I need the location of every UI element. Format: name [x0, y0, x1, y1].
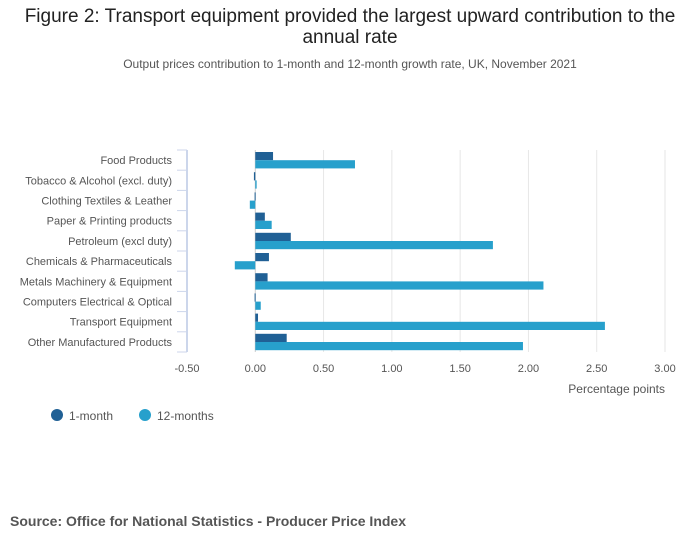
bar-12-months — [255, 160, 355, 169]
chart-title: Figure 2: Transport equipment provided t… — [24, 6, 676, 48]
category-label: Transport Equipment — [70, 317, 172, 329]
legend-marker — [139, 409, 151, 421]
bar-1-month — [255, 333, 287, 342]
category-label: Tobacco & Alcohol (excl. duty) — [25, 175, 172, 187]
bar-12-months — [255, 180, 257, 189]
x-tick-label: 0.50 — [313, 363, 334, 375]
category-label: Paper & Printing products — [47, 216, 173, 228]
category-label: Other Manufactured Products — [28, 337, 173, 349]
bar-1-month — [255, 212, 265, 221]
bar-12-months — [255, 241, 493, 250]
x-tick-label: 2.50 — [586, 363, 607, 375]
category-label: Metals Machinery & Equipment — [20, 276, 172, 288]
legend-label: 1-month — [69, 409, 113, 423]
chart-subtitle: Output prices contribution to 1-month an… — [123, 57, 577, 71]
x-tick-label: -0.50 — [174, 363, 199, 375]
category-label: Chemicals & Pharmaceuticals — [26, 256, 173, 268]
bar-12-months — [255, 321, 605, 330]
bar-12-months — [255, 342, 523, 351]
legend-marker — [51, 409, 63, 421]
bar-12-months — [255, 281, 544, 290]
bar-12-months — [255, 301, 261, 310]
category-label: Computers Electrical & Optical — [23, 297, 172, 309]
x-tick-label: 2.00 — [518, 363, 539, 375]
bar-1-month — [255, 232, 291, 241]
legend-label: 12-months — [157, 409, 214, 423]
bar-1-month — [253, 172, 256, 181]
bar-12-months — [255, 220, 272, 229]
category-label: Petroleum (excl duty) — [68, 236, 172, 248]
x-tick-label: 1.50 — [449, 363, 470, 375]
category-label: Clothing Textiles & Leather — [41, 196, 172, 208]
bar-chart: -0.50 0.00 0.50 1.00 1.50 2.00 2.50 3.00 Food Pr… — [20, 149, 676, 423]
bar-1-month — [255, 313, 259, 322]
category-label: Food Products — [100, 155, 172, 167]
source-note: Source: Office for National Statistics -… — [10, 513, 406, 529]
x-tick-label: 3.00 — [654, 363, 675, 375]
bar-12-months — [234, 261, 256, 270]
x-tick-label: 0.00 — [245, 363, 266, 375]
bar-12-months — [249, 200, 256, 209]
bar-1-month — [255, 253, 269, 262]
x-tick-label: 1.00 — [381, 363, 402, 375]
bar-1-month — [255, 152, 274, 161]
bar-1-month — [254, 293, 256, 302]
bar-1-month — [255, 273, 268, 282]
bar-1-month — [254, 192, 256, 201]
x-axis-title: Percentage points — [568, 382, 665, 396]
